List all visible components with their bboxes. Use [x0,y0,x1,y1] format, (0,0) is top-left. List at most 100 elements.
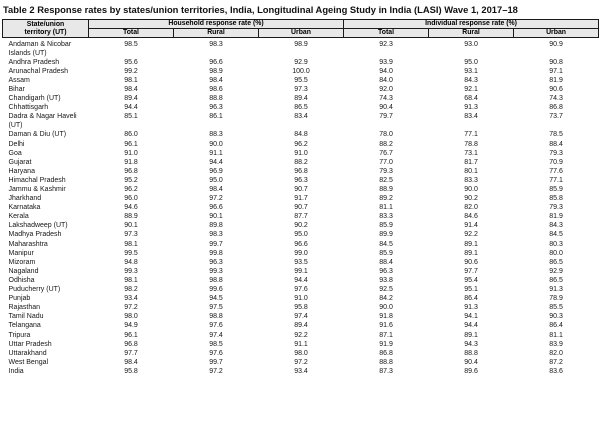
rate-value: 98.6 [209,85,223,93]
rate-value: 90.0 [379,304,393,312]
rate-value: 97.4 [209,331,223,339]
rate-value: 96.6 [209,204,223,212]
table-row: Tamil Nadu 98.0 98.8 97.4 91.8 94.1 90.3 [3,312,599,321]
rate-value: 88.3 [209,131,223,139]
rate-value: 96.3 [379,267,393,275]
rate-value: 93.4 [124,295,138,303]
rate-value: 97.2 [209,195,223,203]
rate-value: 96.3 [209,104,223,112]
rate-value: 90.9 [549,40,563,48]
rate-value: 91.8 [379,313,393,321]
rate-value: 90.7 [294,204,308,212]
state-name: Uttarakhand [8,349,47,357]
rate-value: 99.3 [124,267,138,275]
rate-value: 98.4 [124,85,138,93]
rate-value: 86.5 [549,276,563,284]
table-row: Jharkhand 96.0 97.2 91.7 89.2 90.2 85.8 [3,194,599,203]
state-name: Uttar Pradesh [8,340,52,348]
rate-value: 84.3 [549,222,563,230]
rate-value: 90.6 [549,85,563,93]
rate-value: 91.4 [464,222,478,230]
rate-value: 88.2 [379,140,393,148]
rate-value: 95.8 [124,367,138,375]
rate-value: 95.1 [464,286,478,294]
column-header-state-line2: territory (UT) [24,28,67,36]
rate-value: 86.1 [209,113,223,121]
state-name: Goa [8,149,22,157]
rate-value: 98.5 [124,40,138,48]
rate-value: 89.2 [379,195,393,203]
rate-value: 79.3 [379,167,393,175]
table-header: State/union territory (UT) Household res… [2,19,600,38]
state-name: Tamil Nadu [8,313,44,321]
rate-value: 98.1 [124,76,138,84]
rate-value: 98.1 [124,276,138,284]
rate-value: 86.5 [294,104,308,112]
rate-value: 94.0 [379,67,393,75]
rate-value: 86.0 [124,131,138,139]
rate-value: 90.0 [464,186,478,193]
rate-value: 79.3 [549,149,563,157]
column-header-state-line1: State/union [26,20,65,28]
rate-value: 98.9 [209,67,223,75]
rate-value: 96.8 [294,167,308,175]
rate-value: 90.4 [379,104,393,112]
rate-value: 97.1 [549,67,563,75]
rate-value: 85.9 [379,222,393,230]
rate-value: 94.4 [209,158,223,166]
state-name: Nagaland [8,267,39,275]
rate-value: 96.3 [209,258,223,266]
rate-value: 91.3 [464,304,478,312]
rate-value: 92.3 [379,40,393,48]
rate-value: 96.2 [124,186,138,193]
column-header-individual-total: Total [343,28,430,38]
table-row: Haryana 96.8 96.9 96.8 79.3 80.1 77.6 [3,167,599,176]
rate-value: 85.5 [549,304,563,312]
table-row: Jammu & Kashmir 96.2 98.4 90.7 88.9 90.0 85.9 [3,185,599,194]
rate-value: 93.4 [294,367,308,375]
rate-value: 76.7 [379,149,393,157]
state-name: Bihar [8,85,25,93]
rate-value: 98.1 [124,240,138,248]
rate-value: 73.7 [549,113,563,121]
state-name: Andhra Pradesh [8,58,60,66]
rate-value: 87.2 [549,358,563,366]
rate-value: 98.5 [209,340,223,348]
table-row: Uttarakhand 97.7 97.6 98.0 86.8 88.8 82.0 [3,349,599,358]
rate-value: 98.9 [294,40,308,48]
rate-value: 74.3 [379,95,393,103]
table-row: Chhattisgarh 94.4 96.3 86.5 90.4 91.3 86.8 [3,103,599,112]
rate-value: 85.1 [124,113,138,121]
rate-value: 79.3 [549,204,563,212]
rate-value: 91.3 [464,104,478,112]
rate-value: 90.1 [124,222,138,230]
rate-value: 97.6 [209,349,223,357]
table-row: India 95.8 97.2 93.4 87.3 89.6 83.6 [3,367,599,376]
rate-value: 88.4 [549,140,563,148]
rate-value: 96.9 [209,167,223,175]
rate-value: 78.8 [464,140,478,148]
rate-value: 84.0 [379,76,393,84]
rate-value: 86.4 [464,295,478,303]
rate-value: 83.3 [464,176,478,184]
table-row: Manipur 99.5 99.8 99.0 85.9 89.1 80.0 [3,249,599,258]
rate-value: 96.0 [124,195,138,203]
table-row: Andhra Pradesh 95.6 96.6 92.9 93.9 95.0 90.8 [3,58,599,67]
table-row: Goa 91.0 91.1 91.0 76.7 73.1 79.3 [3,149,599,158]
rate-value: 92.2 [464,231,478,239]
rate-value: 88.8 [464,349,478,357]
rate-value: 94.4 [294,276,308,284]
rate-value: 98.3 [209,231,223,239]
rate-value: 91.0 [294,149,308,157]
column-header-individual-urban: Urban [513,28,600,38]
state-name: Mizoram [8,258,36,266]
rate-value: 93.1 [464,67,478,75]
state-name: Haryana [8,167,35,175]
rate-value: 82.5 [379,176,393,184]
rate-value: 89.9 [379,231,393,239]
table-row: West Bengal 98.4 99.7 97.2 88.8 90.4 87.2 [3,358,599,367]
column-header-state: State/union territory (UT) [2,19,89,38]
table-row: Maharashtra 98.1 99.7 96.6 84.5 89.1 80.3 [3,240,599,249]
table-row: Himachal Pradesh 95.2 95.0 96.3 82.5 83.3 77.1 [3,176,599,185]
rate-value: 82.0 [464,204,478,212]
